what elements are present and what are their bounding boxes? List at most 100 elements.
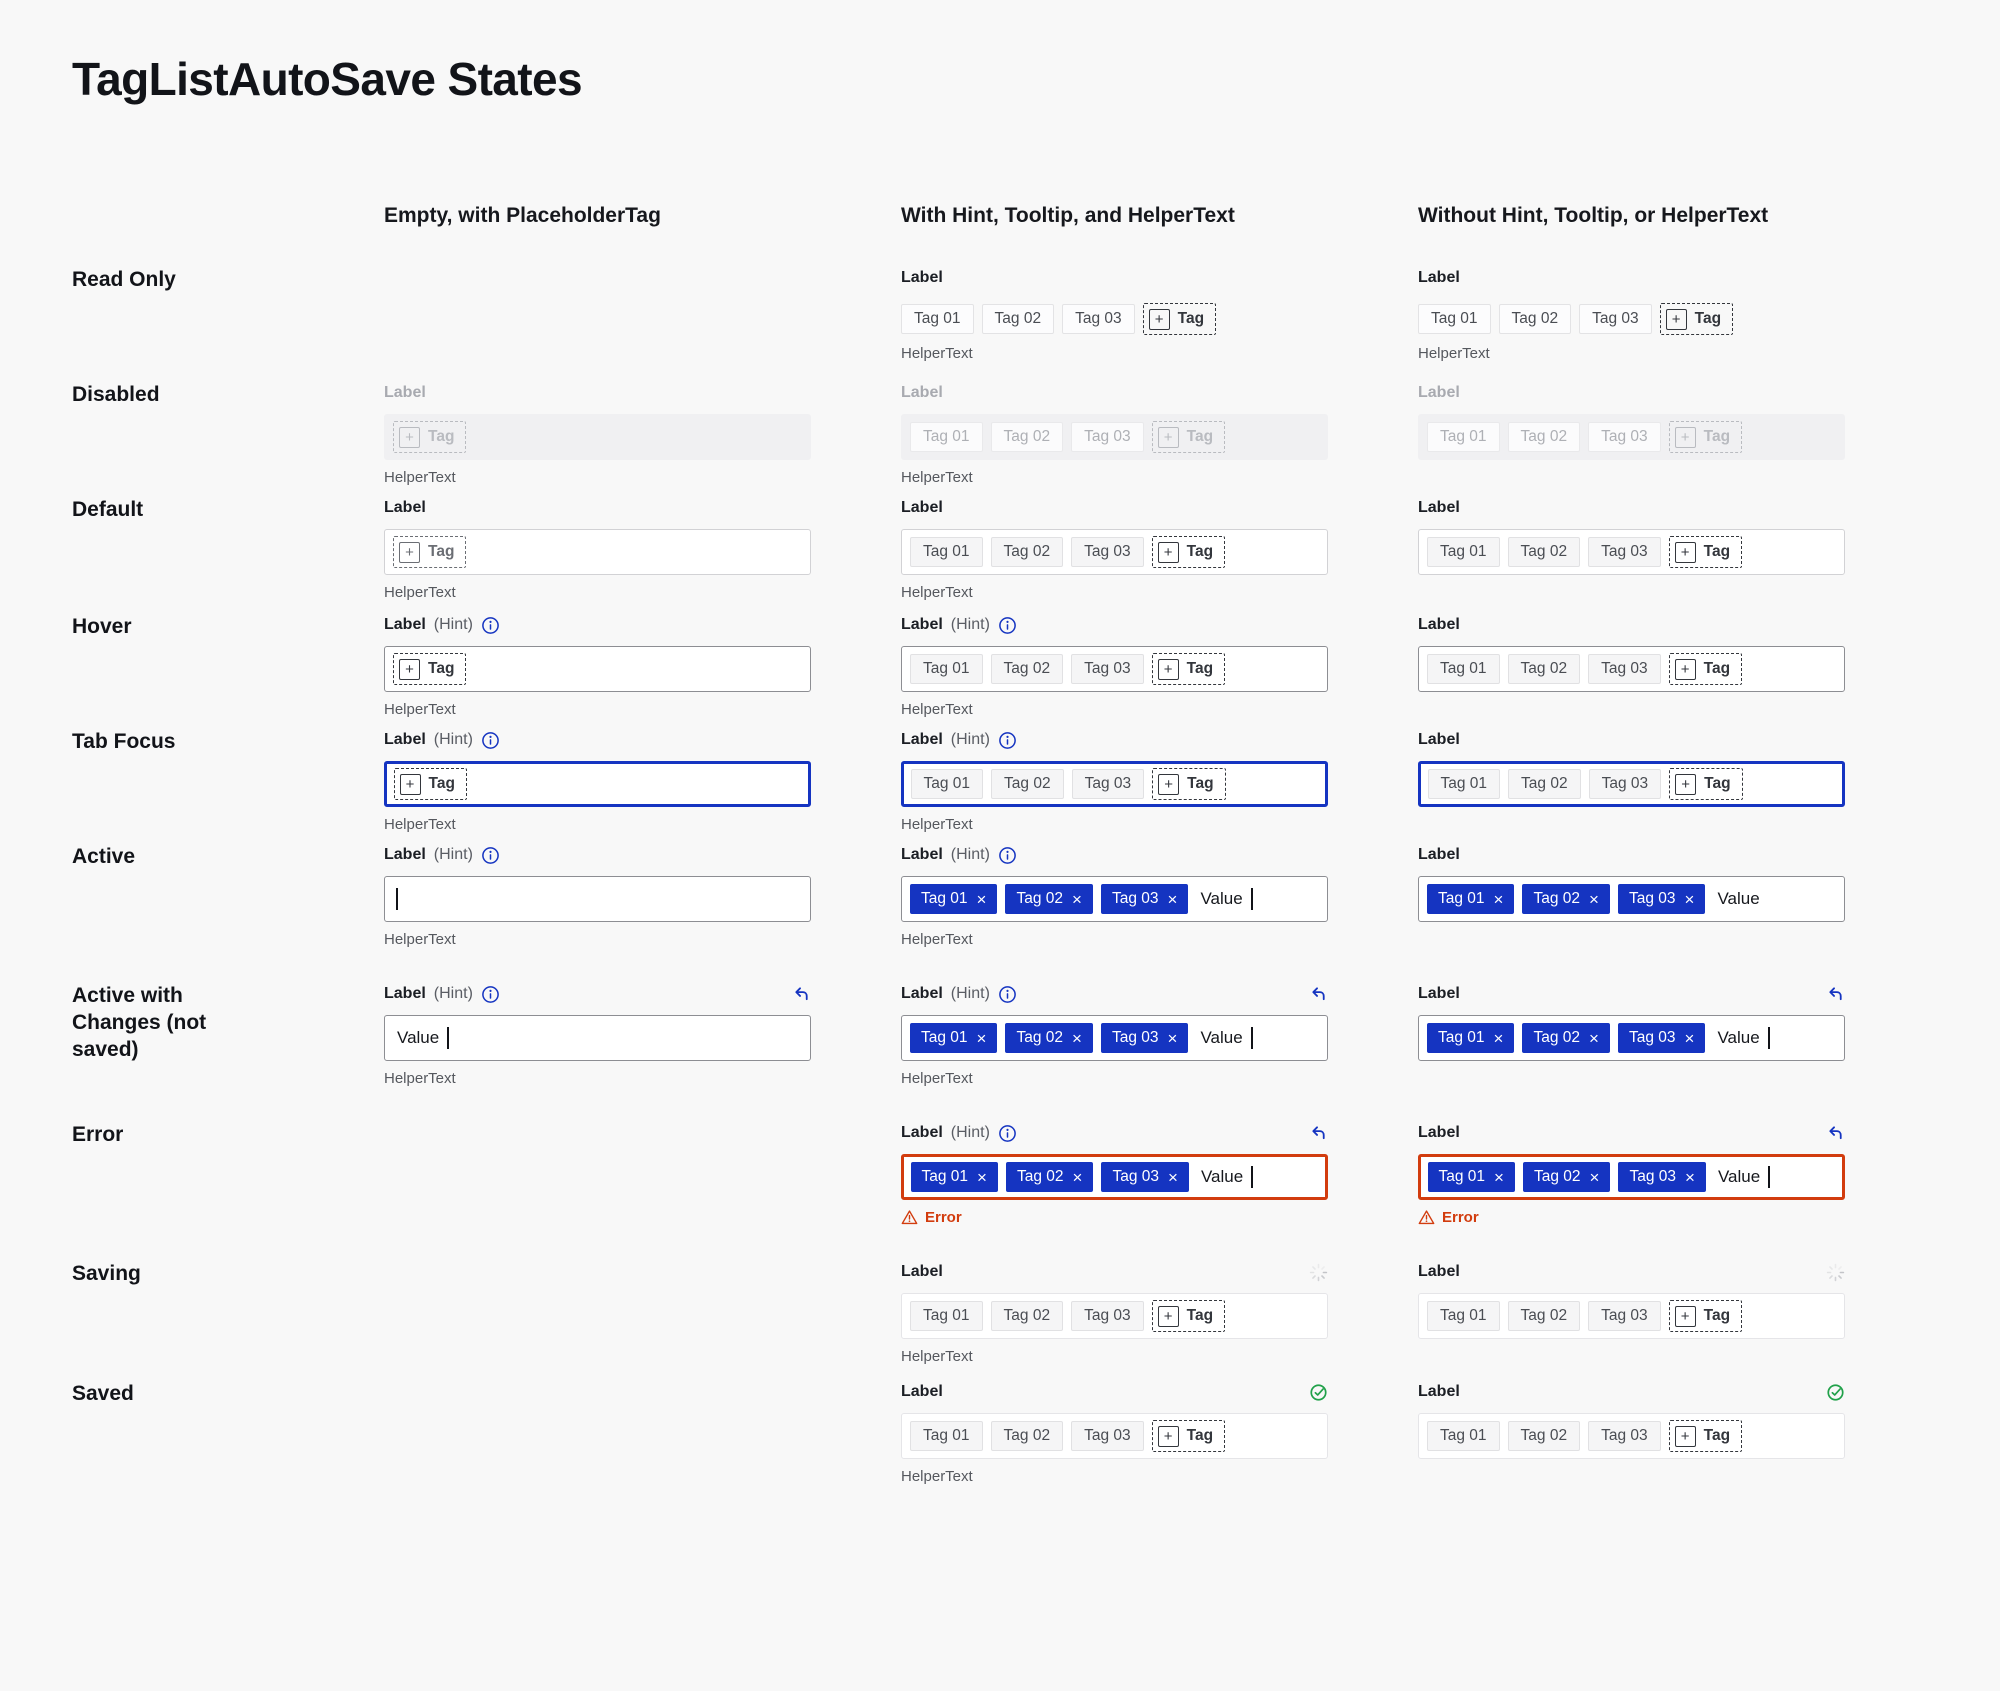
helper-text: HelperText bbox=[901, 701, 973, 718]
tag-chip: Tag 02 × bbox=[1522, 884, 1610, 914]
plus-icon: + bbox=[1674, 1425, 1696, 1447]
tag-remove-icon[interactable]: × bbox=[1589, 1028, 1599, 1048]
info-icon[interactable] bbox=[998, 731, 1017, 750]
info-icon[interactable] bbox=[998, 1124, 1017, 1143]
add-tag-button[interactable]: + Tag bbox=[1152, 768, 1226, 800]
tag-input-field[interactable]: Tag 01 × Tag 02 × Tag 03 × Value bbox=[1418, 876, 1845, 922]
info-icon[interactable] bbox=[998, 985, 1017, 1004]
field-label: Label bbox=[384, 846, 426, 863]
add-tag-button[interactable]: + Tag bbox=[1668, 1420, 1743, 1452]
undo-button[interactable] bbox=[1309, 985, 1328, 1004]
tag-remove-icon[interactable]: × bbox=[1072, 1028, 1082, 1048]
add-tag-button[interactable]: + Tag bbox=[1151, 1300, 1226, 1332]
info-icon[interactable] bbox=[481, 731, 500, 750]
tag-input-field[interactable]: Value bbox=[384, 1015, 811, 1061]
tag-remove-icon[interactable]: × bbox=[1168, 1167, 1178, 1187]
tag-remove-icon[interactable]: × bbox=[1684, 1028, 1695, 1048]
tag-input-field[interactable]: + Tag bbox=[384, 529, 811, 575]
tag-remove-icon[interactable]: × bbox=[1589, 889, 1599, 909]
tag-input-field[interactable]: Tag 01 × Tag 02 × Tag 03 × Value bbox=[901, 876, 1328, 922]
helper-text: HelperText bbox=[384, 469, 456, 486]
undo-button[interactable] bbox=[1826, 1124, 1845, 1143]
label-row: Label (Hint) bbox=[384, 613, 811, 637]
tag-remove-icon[interactable]: × bbox=[1685, 1167, 1695, 1187]
add-tag-button[interactable]: + Tag bbox=[1668, 653, 1743, 685]
cell: Label Tag 01 Tag 02 Tag 03 + Tag HelperText bbox=[901, 1380, 1328, 1485]
plus-icon: + bbox=[1674, 541, 1696, 563]
tag-input-field[interactable]: Tag 01 Tag 02 Tag 03 + Tag bbox=[901, 529, 1328, 575]
tag-input-field[interactable]: Tag 01 Tag 02 Tag 03 + Tag bbox=[901, 646, 1328, 692]
tag-label: Tag 01 bbox=[921, 1029, 968, 1046]
add-tag-button[interactable]: + Tag bbox=[393, 768, 467, 800]
label-row: Label bbox=[901, 1380, 1328, 1404]
tag-chip: Tag 01 bbox=[910, 1301, 983, 1331]
tag-remove-icon[interactable]: × bbox=[1493, 1028, 1504, 1048]
info-icon[interactable] bbox=[998, 846, 1017, 865]
tag-remove-icon[interactable]: × bbox=[1167, 889, 1178, 909]
add-tag-label: Tag bbox=[1186, 428, 1214, 445]
tag-remove-icon[interactable]: × bbox=[1072, 1167, 1083, 1187]
undo-button[interactable] bbox=[1826, 985, 1845, 1004]
add-tag-button[interactable]: + Tag bbox=[1151, 536, 1226, 568]
field-label: Label bbox=[901, 499, 943, 516]
tag-remove-icon[interactable]: × bbox=[1684, 889, 1695, 909]
helper-text: HelperText bbox=[901, 1348, 973, 1365]
tag-input-field[interactable]: Tag 01 × Tag 02 × Tag 03 × Value bbox=[901, 1015, 1328, 1061]
add-tag-button[interactable]: + Tag bbox=[1142, 303, 1217, 335]
tag-input-field[interactable]: Tag 01 × Tag 02 × Tag 03 × Value bbox=[1418, 1154, 1845, 1200]
add-tag-button[interactable]: + Tag bbox=[393, 536, 467, 568]
tag-label: Tag 02 bbox=[1533, 890, 1581, 907]
undo-button[interactable] bbox=[1309, 1124, 1328, 1143]
add-tag-button[interactable]: + Tag bbox=[1669, 768, 1743, 800]
tag-input-field[interactable]: Tag 01 Tag 02 Tag 03 + Tag bbox=[1418, 761, 1845, 807]
add-tag-button[interactable]: + Tag bbox=[1151, 1420, 1226, 1452]
tag-label: Tag 03 bbox=[1628, 1029, 1676, 1046]
tag-chip: Tag 03 × bbox=[1100, 884, 1189, 914]
field-label: Label bbox=[384, 384, 426, 401]
tag-input-field[interactable] bbox=[384, 876, 811, 922]
row-label-error: Error bbox=[72, 1123, 124, 1146]
tag-input-field[interactable]: + Tag bbox=[384, 646, 811, 692]
tag-remove-icon[interactable]: × bbox=[976, 889, 987, 909]
tag-chip: Tag 03 × bbox=[1101, 1162, 1189, 1192]
tag-remove-icon[interactable]: × bbox=[1493, 889, 1504, 909]
add-tag-button[interactable]: + Tag bbox=[1668, 536, 1743, 568]
cell: Label (Hint) + Tag HelperText bbox=[384, 613, 811, 718]
tag-remove-icon[interactable]: × bbox=[1072, 889, 1082, 909]
info-icon[interactable] bbox=[481, 985, 500, 1004]
tag-input-field[interactable]: Tag 01 Tag 02 Tag 03 + Tag bbox=[901, 761, 1328, 807]
tag-input-field[interactable]: Tag 01 Tag 02 Tag 03 + Tag bbox=[901, 1293, 1328, 1339]
add-tag-button[interactable]: + Tag bbox=[393, 653, 467, 685]
tag-input-field[interactable]: Tag 01 × Tag 02 × Tag 03 × Value bbox=[1418, 1015, 1845, 1061]
tag-input-field[interactable]: + Tag bbox=[384, 761, 811, 807]
tag-remove-icon[interactable]: × bbox=[1589, 1167, 1600, 1187]
input-value: Value bbox=[1717, 1167, 1761, 1186]
input-value: Value bbox=[1200, 1167, 1244, 1186]
add-tag-button[interactable]: + Tag bbox=[1668, 1300, 1743, 1332]
tag-chip: Tag 02 bbox=[1507, 654, 1581, 684]
tag-remove-icon[interactable]: × bbox=[976, 1028, 987, 1048]
undo-button[interactable] bbox=[792, 985, 811, 1004]
info-icon[interactable] bbox=[481, 846, 500, 865]
tag-input-field[interactable]: Tag 01 Tag 02 Tag 03 + Tag bbox=[1418, 646, 1845, 692]
info-icon[interactable] bbox=[481, 616, 500, 635]
helper-text: HelperText bbox=[384, 1070, 456, 1087]
row-label-saving: Saving bbox=[72, 1262, 141, 1285]
plus-icon: + bbox=[1157, 541, 1179, 563]
tag-remove-icon[interactable]: × bbox=[1167, 1028, 1178, 1048]
tag-input-field[interactable]: Tag 01 Tag 02 Tag 03 + Tag bbox=[1418, 1413, 1845, 1459]
tag-input-field[interactable]: Tag 01 Tag 02 Tag 03 + Tag bbox=[1418, 1293, 1845, 1339]
tag-remove-icon[interactable]: × bbox=[1494, 1167, 1504, 1187]
field-label: Label bbox=[384, 616, 426, 633]
tag-input-field[interactable]: Tag 01 × Tag 02 × Tag 03 × Value bbox=[901, 1154, 1328, 1200]
state-row-tab-focus: Tab Focus Label (Hint) + Tag HelperText Label (… bbox=[72, 728, 2000, 843]
tag-input-field[interactable]: Tag 01 Tag 02 Tag 03 + Tag bbox=[901, 1413, 1328, 1459]
tag-remove-icon[interactable]: × bbox=[977, 1167, 987, 1187]
add-tag-button[interactable]: + Tag bbox=[1151, 653, 1226, 685]
tag-input-field[interactable]: Tag 01 Tag 02 Tag 03 + Tag bbox=[1418, 529, 1845, 575]
field-label: Label bbox=[1418, 269, 1460, 286]
info-icon[interactable] bbox=[998, 616, 1017, 635]
add-tag-button[interactable]: + Tag bbox=[1659, 303, 1734, 335]
tag-label: Tag 03 bbox=[1112, 1168, 1160, 1185]
plus-icon: + bbox=[399, 426, 420, 448]
